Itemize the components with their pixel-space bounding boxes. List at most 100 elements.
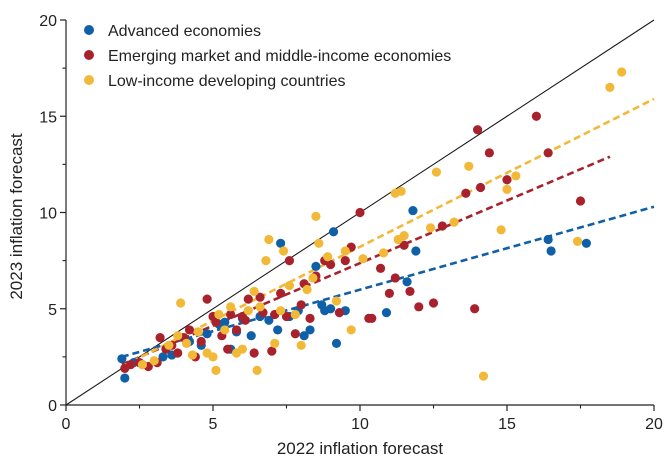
point-series-2 xyxy=(249,286,259,297)
point-series-2 xyxy=(296,340,306,350)
point-series-2 xyxy=(284,281,295,291)
point-series-0 xyxy=(273,325,283,335)
point-series-2 xyxy=(311,211,321,221)
point-series-0 xyxy=(331,338,342,348)
y-axis-ticks: 0 5 10 15 20 xyxy=(39,13,66,415)
point-series-2 xyxy=(314,238,324,248)
point-series-1 xyxy=(326,259,336,270)
point-series-2 xyxy=(278,246,289,256)
point-series-1 xyxy=(475,182,486,193)
point-series-0 xyxy=(411,246,421,256)
legend-marker xyxy=(84,50,94,60)
point-series-2 xyxy=(264,234,274,245)
point-series-2 xyxy=(478,371,489,381)
point-series-1 xyxy=(334,308,345,318)
point-series-2 xyxy=(617,67,627,77)
point-series-2 xyxy=(173,331,183,341)
point-series-1 xyxy=(196,336,206,347)
point-series-2 xyxy=(164,340,174,350)
point-series-2 xyxy=(261,256,271,266)
point-series-2 xyxy=(193,327,203,337)
point-series-1 xyxy=(231,325,242,335)
x-tick-label: 5 xyxy=(209,416,218,433)
point-series-1 xyxy=(375,263,386,273)
point-series-1 xyxy=(305,313,315,323)
legend-marker xyxy=(84,75,94,85)
point-series-0 xyxy=(408,205,418,216)
point-series-1 xyxy=(226,309,236,320)
point-series-0 xyxy=(546,246,556,256)
point-series-1 xyxy=(249,348,259,358)
point-series-1 xyxy=(211,317,221,327)
y-tick-label: 15 xyxy=(39,109,57,126)
gridless-axes: 0 5 10 15 20 0 5 10 15 20 xyxy=(39,13,663,433)
point-series-1 xyxy=(531,111,542,121)
point-series-1 xyxy=(155,333,165,343)
point-series-2 xyxy=(431,167,442,177)
point-series-1 xyxy=(296,300,306,310)
point-series-1 xyxy=(384,288,394,298)
point-series-0 xyxy=(220,317,230,327)
point-series-0 xyxy=(543,234,553,245)
point-series-2 xyxy=(208,352,218,362)
trend-line-series-2 xyxy=(121,97,655,368)
point-series-0 xyxy=(326,304,336,314)
point-series-1 xyxy=(340,256,350,266)
point-series-1 xyxy=(414,302,424,312)
point-series-1 xyxy=(367,313,377,323)
point-series-0 xyxy=(581,238,591,248)
point-series-1 xyxy=(240,315,250,325)
point-series-1 xyxy=(284,256,295,266)
point-series-1 xyxy=(543,148,553,158)
point-series-2 xyxy=(187,350,198,360)
y-tick-label: 5 xyxy=(48,302,57,319)
point-series-2 xyxy=(572,236,583,246)
point-series-2 xyxy=(220,325,230,335)
point-series-2 xyxy=(425,223,436,233)
point-series-2 xyxy=(340,246,350,256)
point-series-2 xyxy=(346,325,356,335)
point-series-2 xyxy=(214,309,224,320)
x-axis-title: 2022 inflation forecast xyxy=(277,439,444,458)
point-series-1 xyxy=(290,329,300,339)
point-series-0 xyxy=(299,331,309,341)
point-series-1 xyxy=(437,221,447,231)
point-series-1 xyxy=(502,175,512,185)
point-series-0 xyxy=(246,331,256,341)
point-series-2 xyxy=(502,184,512,194)
point-series-1 xyxy=(255,292,265,302)
point-series-1 xyxy=(461,188,471,198)
point-series-2 xyxy=(331,296,342,306)
point-series-1 xyxy=(202,294,212,304)
point-series-2 xyxy=(270,338,280,348)
point-series-1 xyxy=(173,348,183,358)
point-series-2 xyxy=(237,344,247,354)
x-tick-label: 10 xyxy=(351,416,369,433)
point-series-2 xyxy=(396,186,406,196)
legend-label: Advanced economies xyxy=(108,23,261,40)
point-series-2 xyxy=(308,273,318,283)
point-series-1 xyxy=(267,346,277,356)
point-series-0 xyxy=(311,261,321,271)
point-series-0 xyxy=(305,325,315,335)
point-series-2 xyxy=(323,252,333,262)
point-series-0 xyxy=(202,329,212,339)
point-series-2 xyxy=(226,302,236,312)
point-series-2 xyxy=(605,82,615,92)
point-series-2 xyxy=(252,365,262,375)
point-series-2 xyxy=(176,298,186,308)
legend-marker xyxy=(84,25,94,35)
point-series-1 xyxy=(184,325,195,335)
point-series-1 xyxy=(428,298,439,308)
trend-lines xyxy=(121,97,655,368)
point-series-1 xyxy=(276,288,286,298)
point-series-1 xyxy=(126,359,136,370)
point-series-0 xyxy=(158,352,168,362)
x-axis-ticks: 0 5 10 15 20 xyxy=(62,405,663,433)
y-tick-label: 20 xyxy=(39,13,57,30)
point-series-2 xyxy=(211,365,221,375)
point-series-1 xyxy=(399,240,409,250)
y-axis-title: 2023 inflation forecast xyxy=(7,133,26,300)
y-tick-label: 0 xyxy=(48,398,57,415)
